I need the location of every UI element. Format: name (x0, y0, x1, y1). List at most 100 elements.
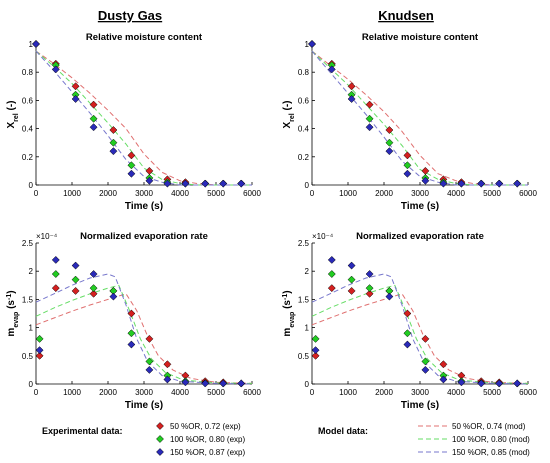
data-point (237, 179, 246, 188)
x-tick-label: 6000 (243, 189, 261, 198)
legend-model: Model data: 50 %OR, 0.74 (mod) 100 %OR, 0… (318, 422, 530, 457)
data-point (71, 286, 80, 295)
data-point (421, 357, 430, 366)
model-curve (35, 284, 253, 384)
model-curve (311, 273, 529, 385)
y-tick-label: 0 (29, 181, 34, 190)
chart-panel-2: Relative moisture content 0 1000 2000 3000 40… (282, 32, 537, 212)
data-point (385, 292, 394, 301)
model-curve (311, 50, 528, 186)
model-curve (35, 273, 253, 385)
x-tick-label: 1000 (339, 388, 357, 397)
data-point (327, 255, 336, 264)
data-point (495, 379, 504, 388)
data-point (421, 365, 430, 374)
data-point (327, 284, 336, 293)
data-point (35, 346, 44, 355)
y-tick-label: 2 (305, 267, 310, 276)
data-point (71, 275, 80, 284)
data-point (71, 95, 80, 103)
y-tick-label: 0.4 (298, 125, 310, 134)
y-tick-label: 0 (305, 380, 310, 389)
data-point (421, 334, 430, 343)
data-point (439, 375, 448, 384)
y-tick-label: 0.8 (22, 68, 34, 77)
data-point (127, 329, 136, 338)
data-point (109, 292, 118, 301)
y-tick-label: 0.6 (22, 96, 34, 105)
data-point (109, 147, 118, 156)
data-point (365, 270, 374, 278)
data-point (347, 286, 356, 295)
data-point (327, 65, 336, 74)
data-point (495, 179, 504, 188)
data-point (347, 261, 356, 270)
model-curve (35, 293, 253, 384)
data-point (477, 379, 486, 388)
x-tick-label: 3000 (135, 189, 153, 198)
data-point (127, 340, 136, 349)
legend-experimental-heading: Experimental data: (42, 426, 123, 436)
y-axis-label: Xrel (-) (282, 100, 296, 128)
data-point (421, 176, 430, 185)
y-tick-label: 1 (29, 324, 34, 333)
y-tick-label: 2.5 (298, 239, 310, 248)
legend-experimental: Experimental data: 50 %OR, 0.72 (exp) 100… (42, 422, 245, 457)
data-point (311, 351, 320, 360)
legend-label: 50 %OR, 0.72 (exp) (170, 422, 241, 431)
data-point (145, 365, 154, 374)
y-axis-label: Xrel (-) (6, 100, 20, 128)
model-curve (35, 50, 252, 186)
legend-label: 100 %OR, 0.80 (mod) (452, 435, 530, 444)
data-point (163, 375, 172, 384)
data-point (347, 95, 356, 103)
y-axis-multiplier: ×10⁻⁴ (312, 232, 334, 241)
x-tick-label: 4000 (447, 189, 465, 198)
model-curve (35, 50, 252, 186)
data-point (163, 360, 172, 369)
data-point (347, 275, 356, 284)
legend-marker (156, 435, 164, 443)
data-point (457, 378, 466, 387)
x-tick-label: 4000 (171, 189, 189, 198)
y-tick-label: 1.5 (22, 295, 34, 304)
data-point (385, 147, 394, 156)
legend-experimental-items: 50 %OR, 0.72 (exp) 100 %OR, 0.80 (exp) 150… (156, 422, 245, 457)
model-curve (311, 284, 529, 384)
x-tick-label: 0 (310, 189, 315, 198)
x-tick-label: 1000 (63, 189, 81, 198)
chart-title: Normalized evaporation rate (80, 231, 208, 242)
data-point (181, 378, 190, 387)
data-point (237, 379, 246, 388)
x-tick-label: 2000 (375, 189, 393, 198)
data-point (365, 284, 374, 293)
model-curve (311, 293, 529, 384)
data-point (163, 179, 172, 188)
data-point (89, 123, 98, 132)
data-point (403, 309, 412, 318)
x-tick-label: 3000 (411, 388, 429, 397)
y-tick-label: 0.5 (298, 352, 310, 361)
x-tick-label: 5000 (483, 388, 501, 397)
data-point (109, 138, 118, 147)
data-point (385, 138, 394, 147)
data-point (219, 179, 228, 188)
data-point (89, 289, 98, 298)
data-point (89, 100, 98, 109)
y-tick-label: 2 (29, 267, 34, 276)
model-curve (311, 50, 528, 186)
data-point (35, 334, 44, 343)
data-point (403, 169, 412, 178)
data-point (51, 65, 60, 74)
data-point (201, 179, 210, 188)
model-curve (311, 50, 528, 186)
data-point (403, 340, 412, 349)
column-title-knudsen: Knudsen (378, 8, 434, 23)
legend-marker (156, 448, 164, 456)
x-tick-label: 1000 (63, 388, 81, 397)
chart-title: Relative moisture content (362, 32, 479, 43)
x-axis-label: Time (s) (125, 201, 163, 212)
x-tick-label: 1000 (339, 189, 357, 198)
x-tick-label: 2000 (99, 388, 117, 397)
